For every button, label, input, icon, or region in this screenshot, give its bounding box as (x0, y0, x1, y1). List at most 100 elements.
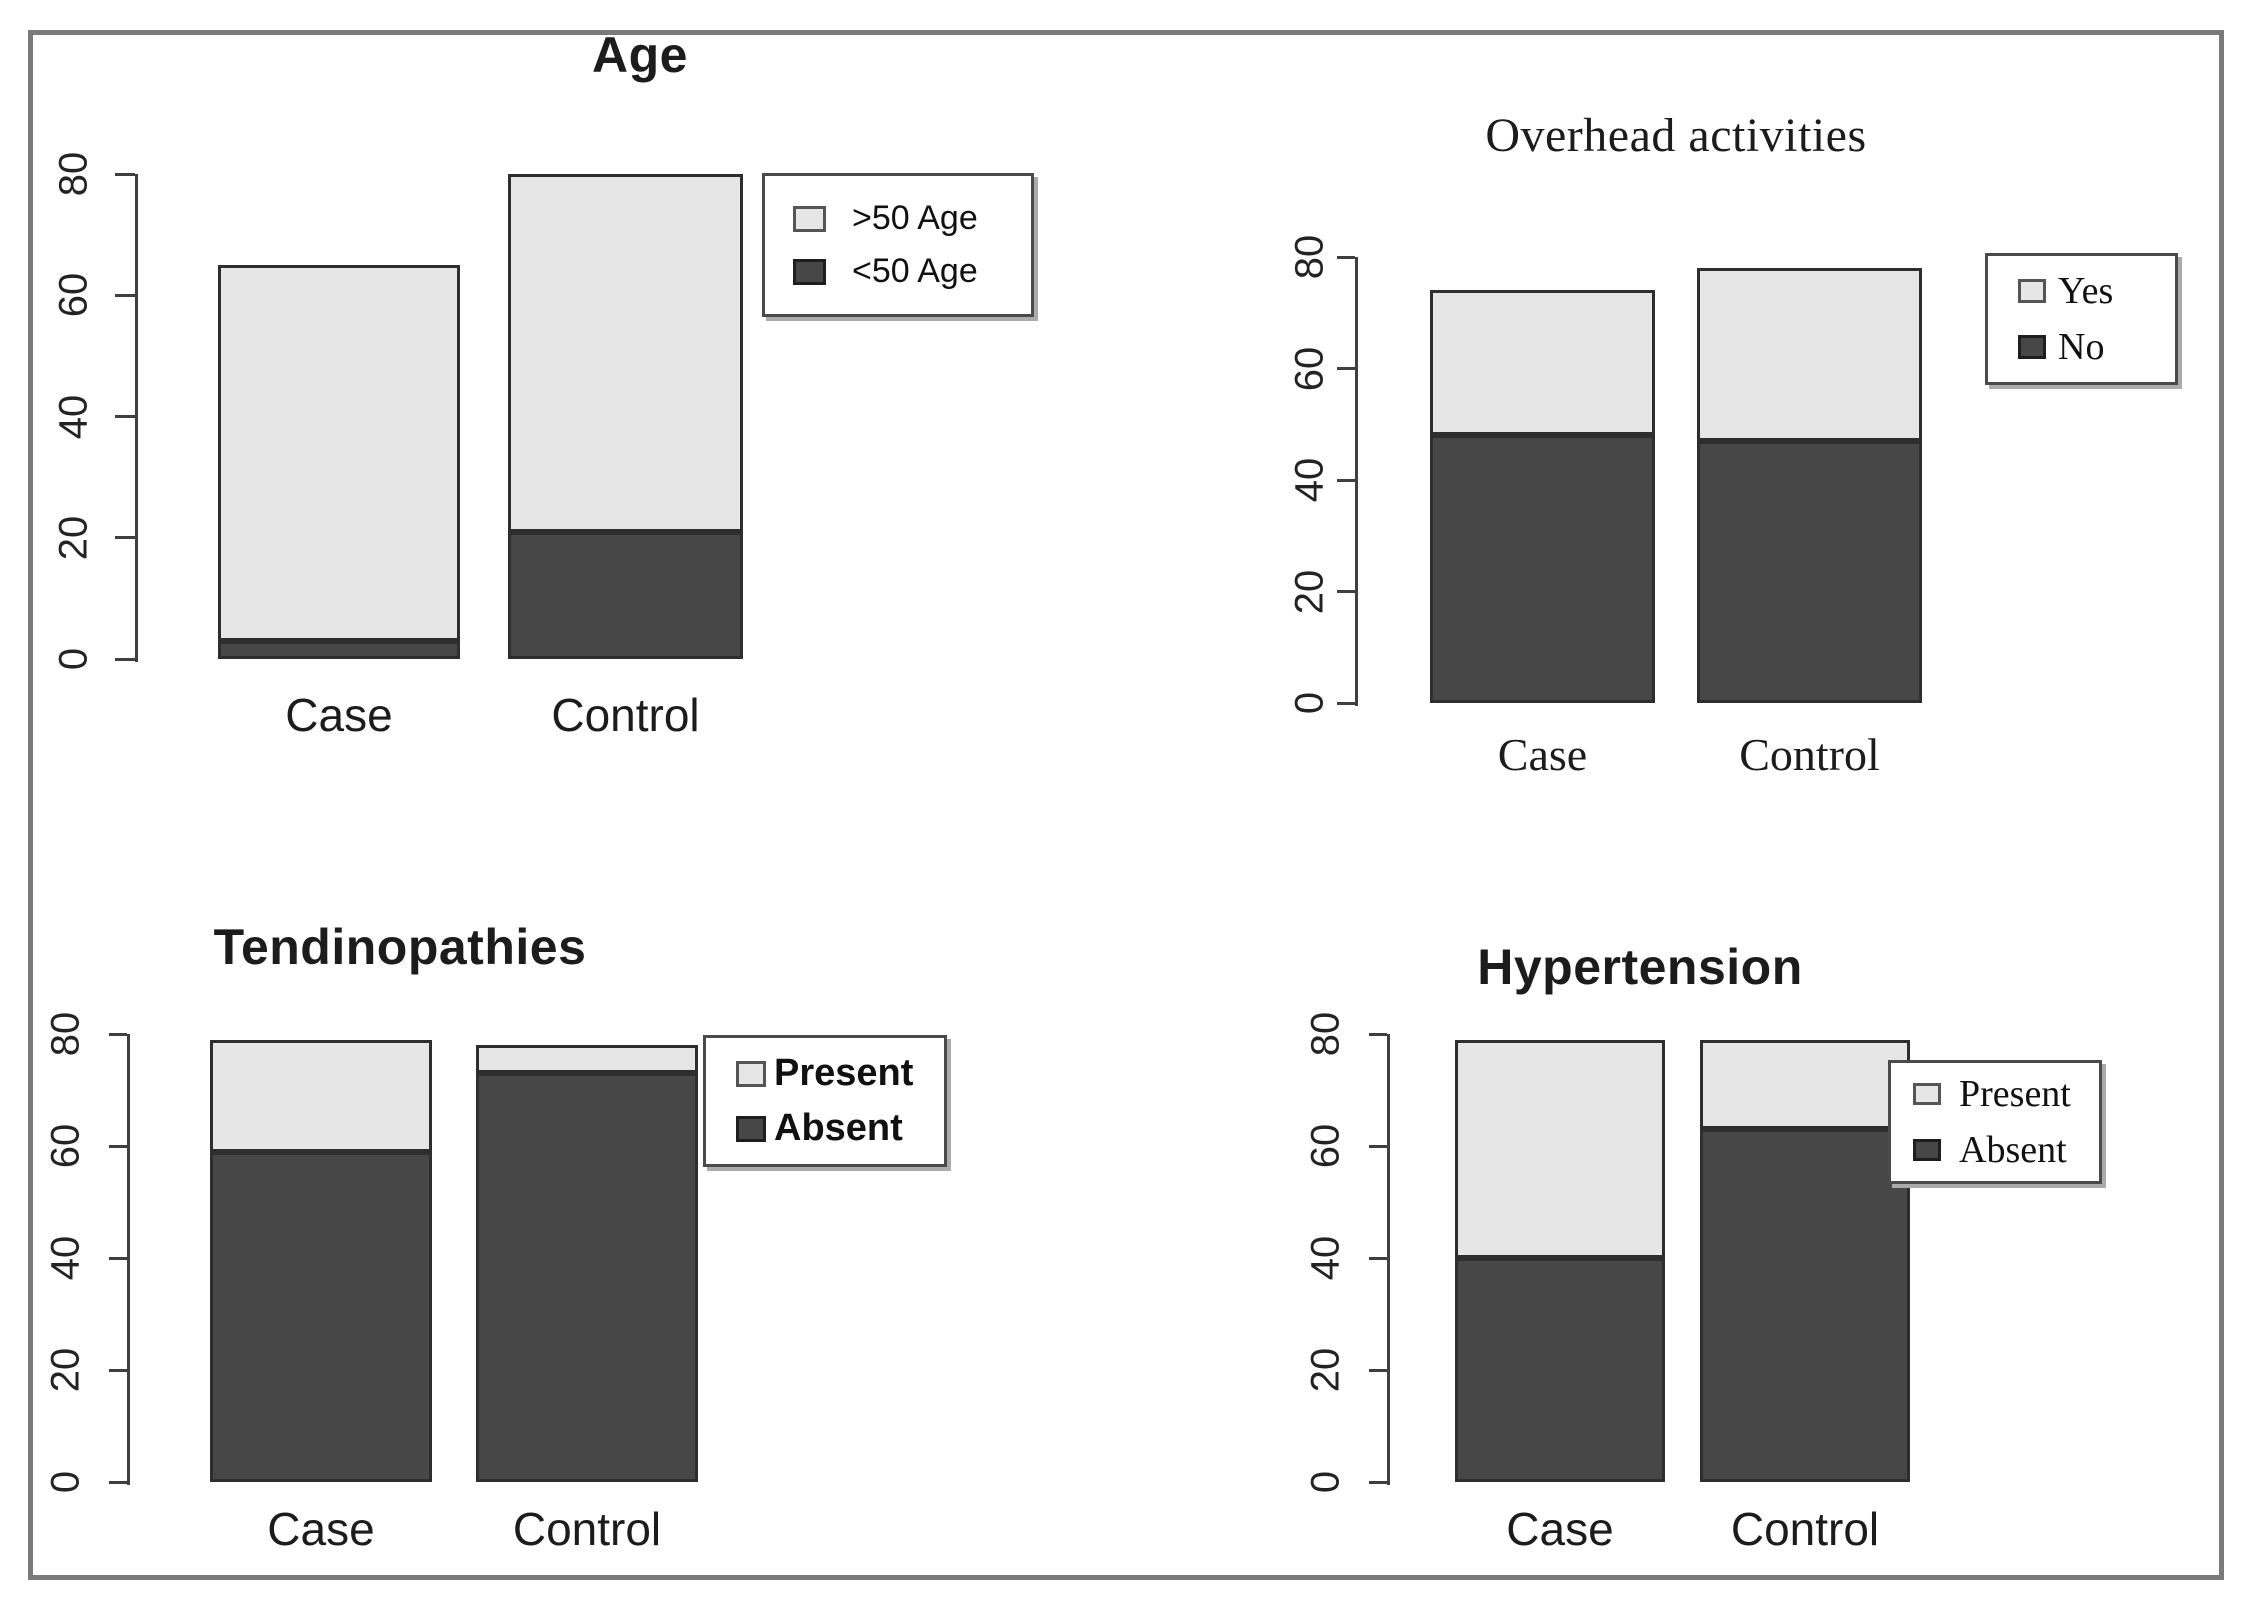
y-tick-tendinopathies-40 (109, 1256, 127, 1260)
y-tick-label-hypertension-40: 40 (1303, 1235, 1348, 1281)
legend-label-overhead-1: No (2058, 326, 2105, 368)
dark-swatch-icon (736, 1115, 766, 1142)
bar-hypertension-control-present (1700, 1039, 1910, 1130)
x-label-hypertension-case: Case (1506, 1503, 1614, 1555)
y-axis-age (135, 174, 138, 662)
y-tick-hypertension-60 (1369, 1144, 1387, 1148)
bar-age-case--50-age (218, 640, 460, 659)
x-label-overhead-case: Case (1497, 729, 1588, 780)
bar-hypertension-case-present (1455, 1039, 1665, 1258)
legend-label-overhead-0: Yes (2058, 270, 2114, 312)
y-axis-overhead (1355, 257, 1358, 706)
x-label-age-control: Control (551, 689, 700, 741)
bar-tendinopathies-control-absent (476, 1073, 698, 1482)
legend-overhead: Yes No (1985, 253, 2178, 385)
y-tick-label-overhead-40: 40 (1287, 457, 1332, 503)
y-axis-hypertension (1387, 1034, 1390, 1485)
legend-row-age--50-age: >50 Age (793, 199, 1031, 238)
y-tick-hypertension-40 (1369, 1256, 1387, 1260)
y-tick-label-tendinopathies-0: 0 (43, 1470, 88, 1494)
legend-tendinopathies: Present Absent (703, 1035, 947, 1167)
y-tick-age-20 (115, 536, 135, 540)
bar-overhead-control-no (1697, 440, 1922, 703)
y-tick-hypertension-20 (1369, 1368, 1387, 1372)
bar-overhead-control-yes (1697, 268, 1922, 441)
y-tick-age-60 (115, 293, 135, 297)
bar-age-control--50-age (508, 531, 743, 659)
dark-swatch-icon (2018, 335, 2046, 359)
figure-border (28, 30, 2224, 1580)
legend-row-tendinopathies-present: Present (736, 1052, 944, 1095)
bar-hypertension-case-absent (1455, 1258, 1665, 1482)
y-tick-tendinopathies-80 (109, 1032, 127, 1036)
dark-swatch-icon (1913, 1139, 1941, 1161)
y-tick-label-age-20: 20 (51, 515, 96, 561)
legend-label-hypertension-0: Present (1959, 1073, 2071, 1115)
x-label-hypertension-control: Control (1730, 1503, 1880, 1555)
y-tick-label-age-60: 60 (51, 273, 96, 318)
y-tick-age-80 (115, 172, 135, 176)
y-tick-age-40 (115, 415, 135, 418)
bar-tendinopathies-case-absent (210, 1151, 432, 1482)
y-tick-label-tendinopathies-20: 20 (43, 1347, 88, 1393)
legend-age: >50 Age <50 Age (762, 173, 1034, 317)
chart-title-hypertension: Hypertension (1477, 939, 1803, 995)
bar-age-case--50-age (218, 264, 460, 641)
x-label-tendinopathies-control: Control (512, 1503, 662, 1555)
y-tick-label-age-40: 40 (51, 394, 96, 439)
y-tick-label-overhead-60: 60 (1287, 346, 1332, 391)
legend-label-tendinopathies-1: Absent (774, 1107, 903, 1149)
light-swatch-icon (1913, 1083, 1941, 1105)
legend-label-hypertension-1: Absent (1959, 1129, 2067, 1171)
legend-row-overhead-yes: Yes (2018, 269, 2175, 313)
chart-title-tendinopathies: Tendinopathies (213, 919, 587, 975)
y-tick-label-age-0: 0 (51, 647, 96, 671)
legend-row-age--50-age: <50 Age (793, 252, 1031, 291)
y-tick-overhead-0 (1337, 701, 1355, 705)
y-tick-tendinopathies-60 (109, 1144, 127, 1148)
y-tick-tendinopathies-20 (109, 1368, 127, 1372)
light-swatch-icon (736, 1060, 766, 1087)
dark-swatch-icon (793, 258, 826, 285)
y-axis-tendinopathies (127, 1034, 130, 1485)
y-tick-label-hypertension-20: 20 (1303, 1347, 1348, 1393)
y-tick-overhead-60 (1337, 367, 1355, 370)
chart-title-age: Age (592, 27, 688, 83)
y-tick-age-0 (115, 657, 135, 661)
x-label-tendinopathies-case: Case (267, 1503, 375, 1555)
y-tick-tendinopathies-0 (109, 1480, 127, 1484)
y-tick-label-hypertension-80: 80 (1303, 1011, 1348, 1057)
legend-label-tendinopathies-0: Present (774, 1052, 914, 1094)
x-label-overhead-control: Control (1739, 729, 1880, 780)
legend-hypertension: Present Absent (1888, 1060, 2102, 1184)
bar-overhead-case-no (1430, 435, 1655, 703)
legend-row-tendinopathies-absent: Absent (736, 1107, 944, 1150)
bar-hypertension-control-absent (1700, 1129, 1910, 1482)
y-tick-label-tendinopathies-60: 60 (43, 1123, 88, 1169)
y-tick-label-overhead-0: 0 (1287, 691, 1332, 715)
y-tick-label-age-80: 80 (51, 151, 96, 197)
y-tick-label-hypertension-0: 0 (1303, 1470, 1348, 1494)
legend-row-hypertension-absent: Absent (1913, 1128, 2099, 1172)
y-tick-hypertension-0 (1369, 1480, 1387, 1484)
y-tick-label-hypertension-60: 60 (1303, 1123, 1348, 1169)
bar-overhead-case-yes (1430, 290, 1655, 436)
y-tick-overhead-20 (1337, 590, 1355, 593)
light-swatch-icon (793, 205, 826, 232)
legend-row-hypertension-present: Present (1913, 1072, 2099, 1116)
light-swatch-icon (2018, 279, 2046, 303)
y-tick-overhead-80 (1337, 255, 1355, 259)
y-tick-label-tendinopathies-40: 40 (43, 1235, 88, 1281)
legend-label-age-1: <50 Age (852, 252, 978, 290)
y-tick-label-overhead-80: 80 (1287, 234, 1332, 280)
bar-tendinopathies-control-present (476, 1045, 698, 1074)
chart-title-overhead: Overhead activities (1485, 109, 1867, 162)
y-tick-label-overhead-20: 20 (1287, 569, 1332, 614)
y-tick-overhead-40 (1337, 478, 1355, 482)
y-tick-label-tendinopathies-80: 80 (43, 1011, 88, 1057)
y-tick-hypertension-80 (1369, 1032, 1387, 1036)
bar-age-control--50-age (508, 174, 743, 532)
legend-label-age-0: >50 Age (852, 199, 978, 237)
legend-row-overhead-no: No (2018, 325, 2175, 369)
